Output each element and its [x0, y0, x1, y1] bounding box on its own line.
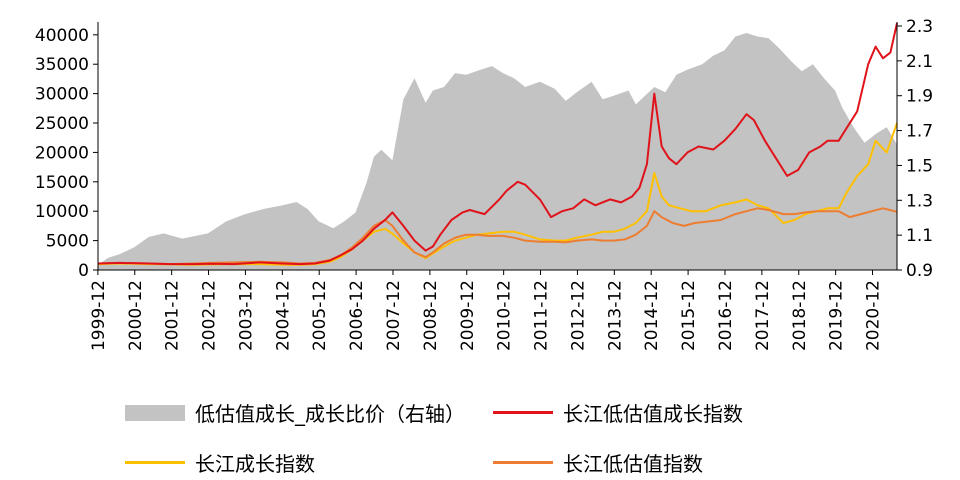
left-tick-label: 5000 — [46, 232, 89, 252]
x-tick-label: 2018-12 — [790, 280, 810, 351]
right-tick-label: 1.1 — [906, 226, 933, 246]
x-tick-label: 2004-12 — [273, 280, 293, 351]
x-tick-label: 2012-12 — [568, 280, 588, 351]
x-tick-label: 2017-12 — [753, 280, 773, 351]
area-series-ratio — [98, 33, 897, 270]
right-tick-label: 0.9 — [906, 261, 933, 281]
right-tick-label: 2.3 — [906, 17, 933, 37]
x-tick-label: 2001-12 — [163, 280, 183, 351]
x-tick-label: 2010-12 — [495, 280, 515, 351]
right-tick-label: 1.7 — [906, 122, 933, 142]
left-tick-label: 10000 — [35, 202, 89, 222]
x-tick-label: 2002-12 — [200, 280, 220, 351]
x-tick-label: 2003-12 — [236, 280, 256, 351]
left-tick-label: 40000 — [35, 26, 89, 46]
line-series-1 — [97, 22, 898, 266]
line-layer — [97, 22, 898, 266]
x-tick-label: 2008-12 — [421, 280, 441, 351]
x-tick-label: 2019-12 — [827, 280, 847, 351]
x-tick-label: 2009-12 — [458, 280, 478, 351]
left-tick-label: 20000 — [35, 143, 89, 163]
x-tick-label: 2014-12 — [642, 280, 662, 351]
right-tick-label: 1.3 — [906, 191, 933, 211]
x-tick-label: 2005-12 — [310, 280, 330, 351]
x-tick-label: 2020-12 — [864, 280, 884, 351]
left-tick-label: 35000 — [35, 55, 89, 75]
right-tick-label: 1.9 — [906, 87, 933, 107]
right-tick-label: 1.5 — [906, 156, 933, 176]
x-tick-label: 2011-12 — [532, 280, 552, 351]
left-tick-label: 15000 — [35, 173, 89, 193]
left-tick-label: 25000 — [35, 114, 89, 134]
area-layer — [98, 33, 897, 270]
left-tick-label: 0 — [78, 261, 89, 281]
left-tick-label: 30000 — [35, 85, 89, 105]
right-tick-label: 2.1 — [906, 52, 933, 72]
x-tick-label: 2016-12 — [716, 280, 736, 351]
x-tick-label: 1999-12 — [89, 280, 109, 351]
x-tick-label: 2007-12 — [384, 280, 404, 351]
x-tick-label: 2006-12 — [347, 280, 367, 351]
x-tick-label: 2015-12 — [679, 280, 699, 351]
x-tick-label: 2000-12 — [126, 280, 146, 351]
axes-layer: 0 5000 10000 15000 20000 25000 30000 35000 40000… — [35, 17, 933, 351]
x-tick-label: 2013-12 — [605, 280, 625, 351]
